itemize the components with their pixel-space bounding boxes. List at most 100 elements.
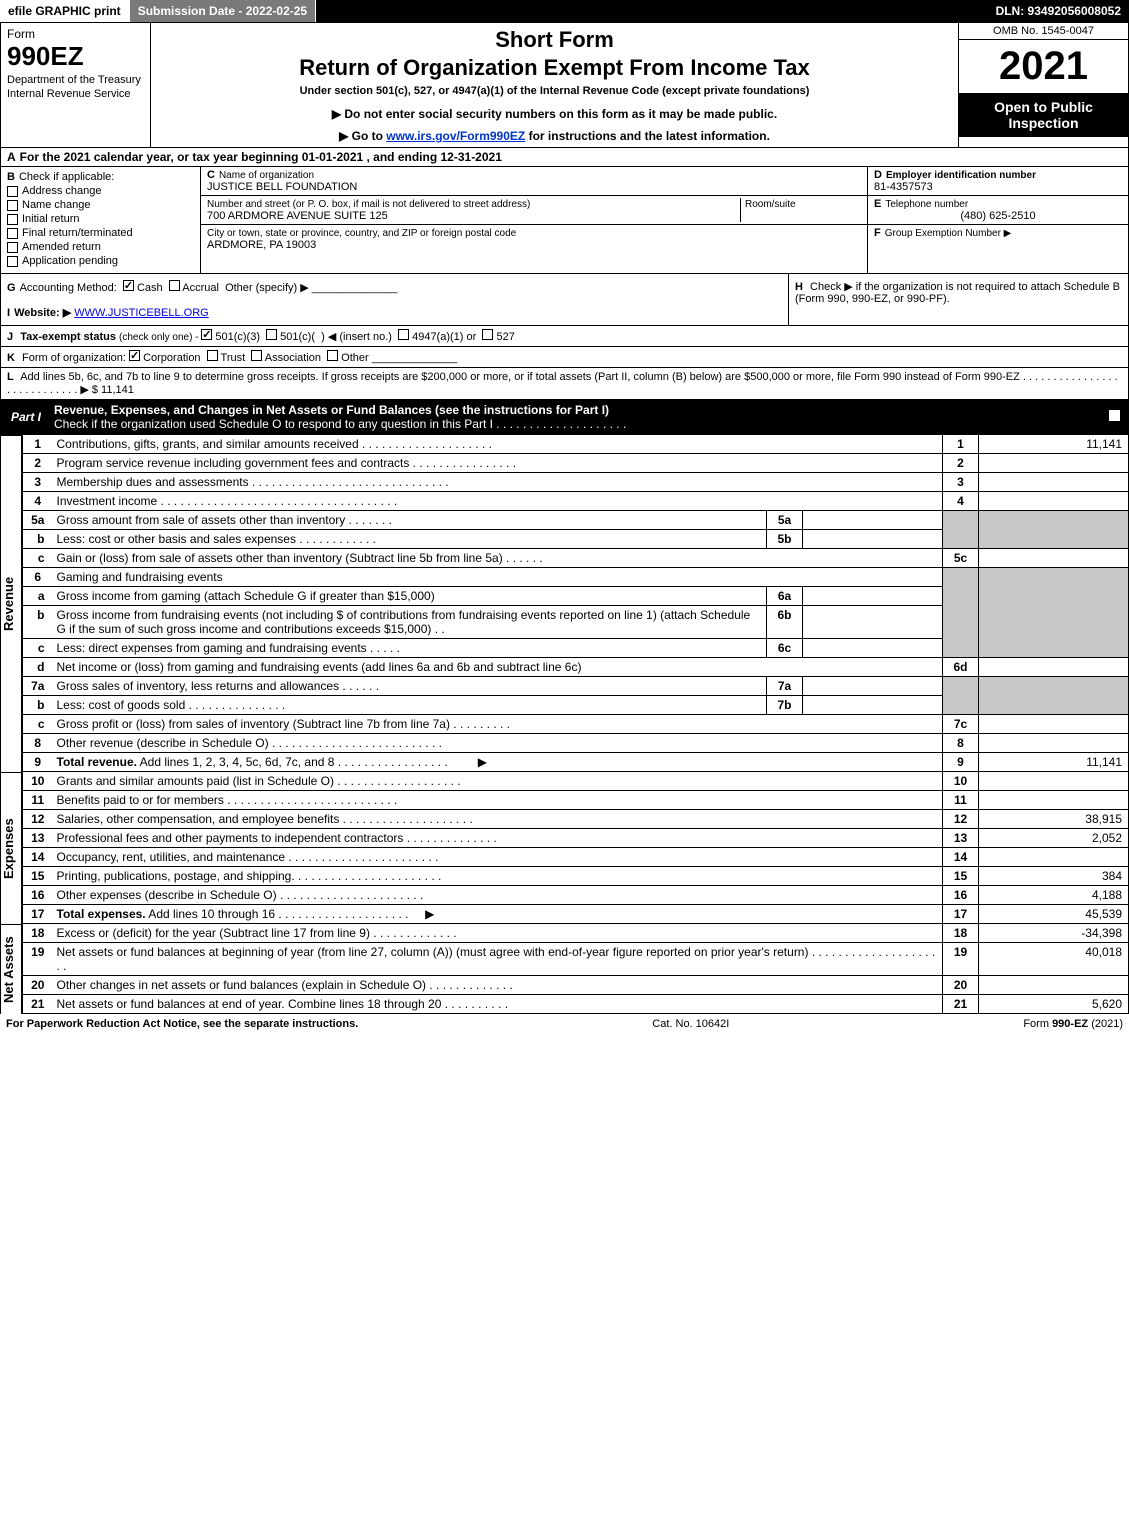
letter-i: I	[7, 307, 10, 319]
go-suffix: for instructions and the latest informat…	[525, 129, 770, 143]
part-i-title: Revenue, Expenses, and Changes in Net As…	[51, 400, 1101, 434]
ln-21: 21	[23, 995, 53, 1014]
c-addr-label: Number and street (or P. O. box, if mail…	[207, 199, 530, 210]
chk-527[interactable]	[482, 329, 493, 340]
chk-corporation[interactable]	[129, 350, 140, 361]
b-item-1: Name change	[22, 199, 91, 211]
num-13: 13	[943, 829, 979, 848]
form-header: Form 990EZ Department of the Treasury In…	[0, 22, 1129, 148]
footer-mid: Cat. No. 10642I	[652, 1018, 729, 1030]
b-title: Check if applicable:	[19, 171, 114, 183]
num-7c: 7c	[943, 715, 979, 734]
h-schedule-b: H Check ▶ if the organization is not req…	[788, 274, 1128, 325]
open-public-inspection: Open to Public Inspection	[959, 93, 1128, 137]
website-link[interactable]: WWW.JUSTICEBELL.ORG	[74, 307, 208, 319]
chk-accrual[interactable]	[169, 280, 180, 291]
desc-14: Occupancy, rent, utilities, and maintena…	[53, 848, 943, 867]
num-8: 8	[943, 734, 979, 753]
chk-initial-return[interactable]	[7, 214, 18, 225]
num-19: 19	[943, 943, 979, 976]
header-left: Form 990EZ Department of the Treasury In…	[1, 23, 151, 147]
org-city: ARDMORE, PA 19003	[207, 239, 316, 251]
mn-6b: 6b	[767, 606, 803, 639]
chk-association[interactable]	[251, 350, 262, 361]
chk-501c[interactable]	[266, 329, 277, 340]
ein-value: 81-4357573	[874, 181, 933, 193]
row-l: L Add lines 5b, 6c, and 7b to line 9 to …	[0, 368, 1129, 400]
dept-irs: Internal Revenue Service	[7, 88, 144, 100]
group-label: Group Exemption Number ▶	[885, 228, 1012, 239]
omb-number: OMB No. 1545-0047	[959, 23, 1128, 40]
val-15: 384	[979, 867, 1129, 886]
val-11	[979, 791, 1129, 810]
num-11: 11	[943, 791, 979, 810]
desc-6: Gaming and fundraising events	[53, 568, 943, 587]
column-d: DEmployer identification number 81-43575…	[868, 167, 1128, 273]
val-19: 40,018	[979, 943, 1129, 976]
num-20: 20	[943, 976, 979, 995]
dept-treasury: Department of the Treasury	[7, 74, 144, 86]
chk-final-return[interactable]	[7, 228, 18, 239]
val-12: 38,915	[979, 810, 1129, 829]
column-b: BCheck if applicable: Address change Nam…	[1, 167, 201, 273]
header-middle: Short Form Return of Organization Exempt…	[151, 23, 958, 147]
row-a-tax-year: AFor the 2021 calendar year, or tax year…	[0, 148, 1129, 167]
h-text: Check ▶ if the organization is not requi…	[795, 281, 1120, 305]
shade-5v	[979, 511, 1129, 549]
form-number: 990EZ	[7, 41, 144, 72]
val-17: 45,539	[979, 905, 1129, 924]
short-form-title: Short Form	[155, 27, 954, 53]
room-label: Room/suite	[745, 199, 796, 210]
desc-3: Membership dues and assessments . . . . …	[53, 473, 943, 492]
ln-6d: d	[23, 658, 53, 677]
mn-5b: 5b	[767, 530, 803, 549]
ln-4: 4	[23, 492, 53, 511]
chk-4947[interactable]	[398, 329, 409, 340]
ln-20: 20	[23, 976, 53, 995]
b-item-5: Application pending	[22, 255, 118, 267]
chk-schedule-o[interactable]	[1109, 410, 1120, 421]
ln-16: 16	[23, 886, 53, 905]
val-5c	[979, 549, 1129, 568]
desc-7b: Less: cost of goods sold . . . . . . . .…	[53, 696, 767, 715]
letter-b: B	[7, 171, 15, 183]
chk-amended-return[interactable]	[7, 242, 18, 253]
chk-address-change[interactable]	[7, 186, 18, 197]
shade-6v	[979, 568, 1129, 658]
footer-right: Form 990-EZ (2021)	[1023, 1018, 1123, 1030]
chk-application-pending[interactable]	[7, 256, 18, 267]
letter-c: C	[207, 169, 215, 181]
chk-cash[interactable]	[123, 280, 134, 291]
column-c: CName of organization JUSTICE BELL FOUND…	[201, 167, 868, 273]
ln-7b: b	[23, 696, 53, 715]
revenue-table: 1Contributions, gifts, grants, and simil…	[22, 435, 1129, 772]
num-2: 2	[943, 454, 979, 473]
chk-other-org[interactable]	[327, 350, 338, 361]
desc-4: Investment income . . . . . . . . . . . …	[53, 492, 943, 511]
chk-trust[interactable]	[207, 350, 218, 361]
mv-7b	[803, 696, 943, 715]
go-to-line: ▶ Go to www.irs.gov/Form990EZ for instru…	[155, 129, 954, 143]
num-14: 14	[943, 848, 979, 867]
l-value: $ 11,141	[92, 384, 134, 396]
mv-6c	[803, 639, 943, 658]
c-name-label: Name of organization	[219, 170, 314, 181]
chk-name-change[interactable]	[7, 200, 18, 211]
chk-501c3[interactable]	[201, 329, 212, 340]
row-a-text: For the 2021 calendar year, or tax year …	[20, 150, 502, 164]
desc-1: Contributions, gifts, grants, and simila…	[53, 435, 943, 454]
b-item-4: Amended return	[22, 241, 101, 253]
ln-5b: b	[23, 530, 53, 549]
desc-8: Other revenue (describe in Schedule O) .…	[53, 734, 943, 753]
letter-h: H	[795, 281, 803, 293]
ln-18: 18	[23, 924, 53, 943]
expenses-table: 10Grants and similar amounts paid (list …	[22, 772, 1129, 924]
expenses-side-label: Expenses	[0, 772, 22, 924]
desc-19: Net assets or fund balances at beginning…	[53, 943, 943, 976]
letter-d: D	[874, 169, 882, 181]
irs-link[interactable]: www.irs.gov/Form990EZ	[386, 129, 525, 143]
go-prefix: ▶ Go to	[339, 129, 386, 143]
g-label: Accounting Method:	[20, 282, 117, 294]
val-21: 5,620	[979, 995, 1129, 1014]
org-address: 700 ARDMORE AVENUE SUITE 125	[207, 210, 388, 222]
